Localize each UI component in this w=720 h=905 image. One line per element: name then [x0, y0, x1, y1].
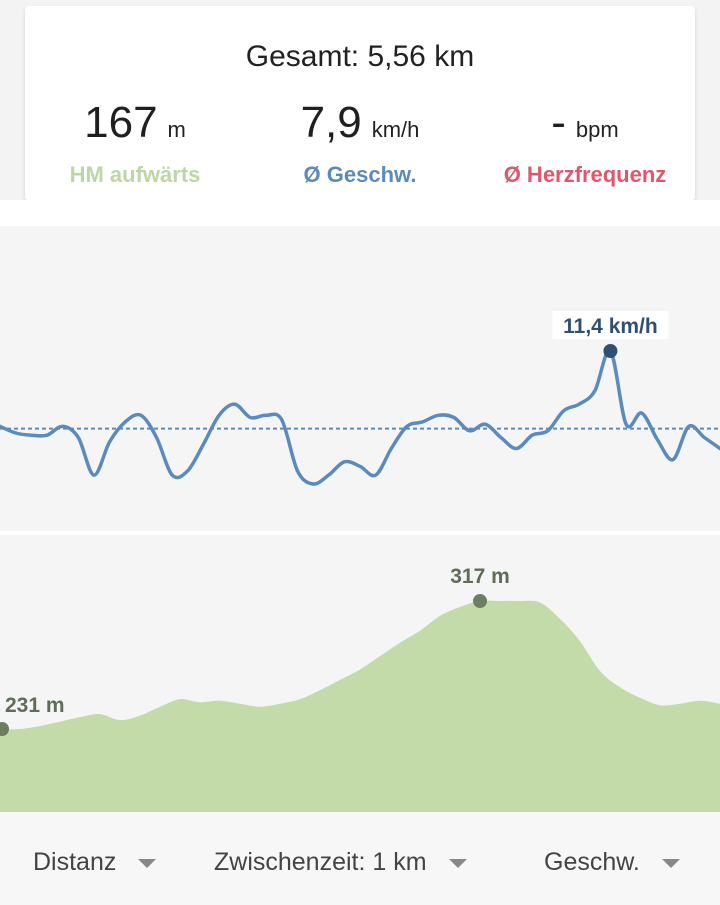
speed-max-label-bg: [552, 311, 669, 339]
total-distance: Gesamt: 5,56 km: [245, 40, 475, 73]
bottom-controls: Distanz Zwischenzeit: 1 km Geschw.: [0, 812, 720, 905]
elevation-area: [0, 600, 720, 812]
speed-max-marker: [603, 344, 618, 358]
metric-dropdown-label: Geschw.: [544, 848, 640, 876]
heart-rate-unit: bpm: [575, 117, 619, 142]
elevation-min-marker: [0, 722, 9, 736]
speed-stat: 7,9 km/h Ø Geschw.: [250, 98, 470, 187]
chart-panel[interactable]: 11,4 km/h 317 m 231 m: [0, 226, 720, 812]
chevron-down-icon: [138, 858, 157, 868]
elevation-label: HM aufwärts: [69, 162, 201, 187]
speed-value: 7,9: [300, 98, 362, 147]
heart-rate-value: -: [551, 98, 566, 147]
x-axis-dropdown[interactable]: Distanz: [33, 848, 157, 877]
elevation-stat: 167 m HM aufwärts: [25, 98, 245, 187]
charts-svg: 11,4 km/h 317 m 231 m: [0, 311, 720, 812]
chevron-down-icon: [661, 858, 680, 868]
summary-card: Gesamt: 5,56 km 167 m HM aufwärts 7,9 km/h…: [25, 6, 695, 200]
speed-max-label: 11,4 km/h: [563, 315, 658, 338]
speed-unit: km/h: [371, 117, 420, 142]
x-axis-dropdown-label: Distanz: [33, 848, 117, 876]
chevron-down-icon: [448, 858, 467, 868]
elevation-chart: 317 m 231 m: [0, 565, 720, 812]
speed-chart: 11,4 km/h: [0, 311, 720, 486]
elevation-unit: m: [167, 117, 186, 142]
split-dropdown[interactable]: Zwischenzeit: 1 km: [214, 848, 467, 877]
metric-dropdown[interactable]: Geschw.: [544, 848, 680, 877]
chart-divider: [0, 531, 720, 535]
speed-label: Ø Geschw.: [303, 162, 417, 187]
heart-rate-stat: - bpm Ø Herzfrequenz: [475, 98, 695, 187]
section-gap: [0, 200, 720, 226]
elevation-value: 167: [84, 98, 158, 147]
elevation-min-label: 231 m: [5, 694, 65, 717]
speed-series-line: [0, 349, 720, 486]
elevation-max-marker: [473, 594, 487, 608]
heart-rate-label: Ø Herzfrequenz: [503, 162, 667, 187]
elevation-max-label: 317 m: [450, 565, 510, 588]
split-dropdown-label: Zwischenzeit: 1 km: [214, 848, 427, 876]
